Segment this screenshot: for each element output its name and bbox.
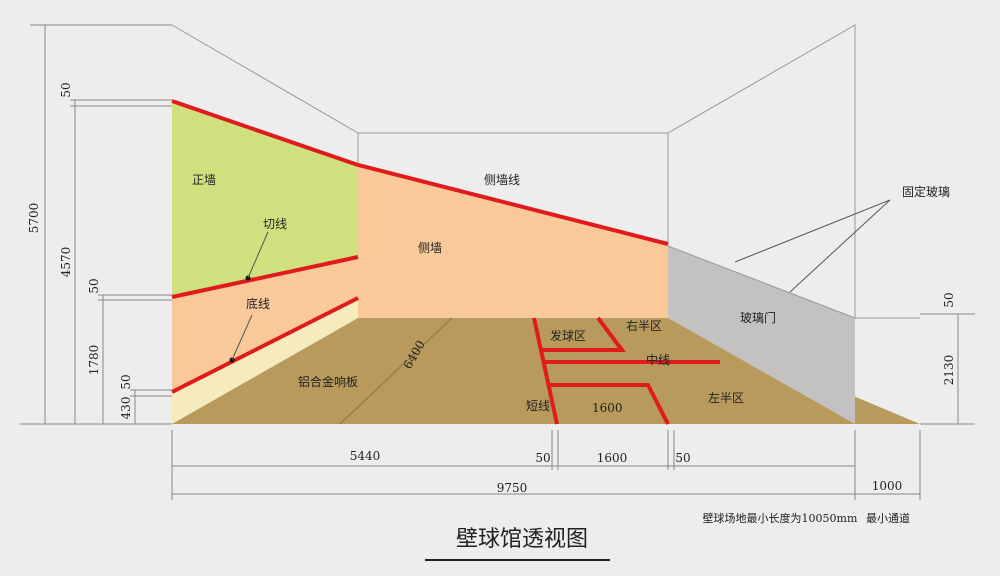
dimension: 1600: [597, 451, 628, 465]
label: 固定玻璃: [902, 184, 950, 199]
dimensions: 5700 50 4570 50 1780 50 430 50 2130 5440…: [27, 82, 956, 525]
dimension: 430: [119, 397, 133, 420]
dimension: 1780: [87, 345, 101, 376]
label: 1600: [592, 401, 623, 415]
dimension: 50: [535, 451, 550, 465]
tin-board: [172, 298, 358, 424]
dimension: 2130: [942, 355, 956, 386]
side-wall: [358, 165, 668, 318]
diagonal-line: [339, 317, 453, 425]
dimension: 50: [942, 292, 956, 307]
dimension-lines: [20, 24, 975, 500]
label: 侧墙: [418, 241, 442, 255]
note: 壁球场地最小长度为10050mm: [703, 511, 858, 525]
dimension: 4570: [59, 247, 73, 278]
dimension: 50: [675, 451, 690, 465]
dimension: 50: [87, 278, 101, 293]
label: 底线: [246, 296, 270, 311]
label: 铝合金响板: [298, 374, 358, 389]
label: 中线: [646, 352, 670, 367]
leaders: [231, 199, 891, 361]
label: 侧墙线: [484, 173, 520, 187]
label: 左半区: [708, 390, 744, 405]
dimension: 50: [59, 82, 73, 97]
dimension: 5440: [350, 449, 381, 463]
label: 正墙: [192, 173, 216, 187]
labels: 正墙 切线 底线 铝合金响板 侧墙线 侧墙 6400 发球区 右半区 中线 短线…: [192, 173, 950, 415]
label: 发球区: [550, 328, 586, 343]
dimension: 9750: [497, 481, 528, 495]
label: 切线: [263, 217, 287, 231]
title: 壁球馆透视图: [456, 527, 588, 552]
label: 右半区: [626, 318, 662, 333]
front-lower: [172, 257, 358, 392]
dimension: 50: [119, 374, 133, 389]
court-lines: [171, 99, 720, 425]
note: 最小通道: [866, 511, 910, 525]
label: 玻璃门: [740, 310, 776, 325]
glass-wall: [668, 246, 855, 424]
dimension: 5700: [27, 203, 41, 234]
label: 短线: [526, 399, 550, 413]
dimension: 1000: [872, 479, 903, 493]
